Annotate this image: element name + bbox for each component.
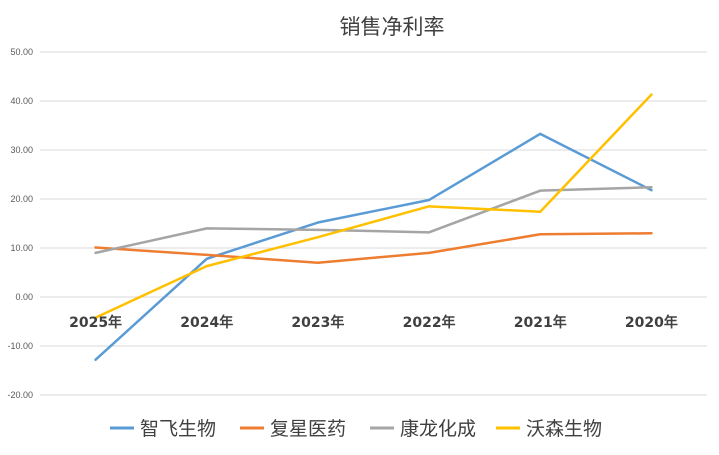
data-point — [94, 251, 97, 255]
data-point — [205, 253, 208, 257]
x-tick-label: 2025年 — [69, 314, 122, 331]
x-tick-label: 2020年 — [625, 314, 678, 331]
data-point — [205, 264, 208, 268]
data-point — [650, 186, 653, 189]
data-point — [427, 231, 431, 234]
legend-label: 康龙化成 — [400, 418, 476, 440]
data-point — [316, 228, 320, 232]
y-tick-label: -20.00 — [7, 390, 33, 400]
data-point — [539, 210, 542, 213]
data-point — [650, 93, 653, 96]
series-line-0 — [94, 132, 653, 361]
data-point — [94, 358, 97, 361]
y-tick-label: 40.00 — [10, 96, 33, 106]
data-point — [539, 132, 542, 136]
data-point — [316, 261, 320, 264]
data-point — [94, 316, 97, 319]
y-tick-label: 0.00 — [15, 292, 33, 302]
series-layer — [94, 93, 653, 361]
data-point — [316, 221, 320, 224]
grid-layer — [40, 51, 707, 396]
data-point — [205, 257, 208, 260]
y-axis-ticks: -20.00 -10.00 0.00 10.00 20.00 30.00 40.00 50.0… — [7, 47, 33, 400]
y-tick-label: 10.00 — [10, 243, 33, 253]
x-axis-ticks: 2025年 2024年 2023年 2022年 2021年 2020年 — [69, 314, 678, 331]
y-tick-label: 20.00 — [10, 194, 33, 204]
x-tick-label: 2024年 — [180, 314, 233, 331]
data-point — [539, 189, 542, 192]
data-point — [539, 233, 542, 236]
legend-label: 沃森生物 — [526, 418, 602, 440]
x-tick-label: 2023年 — [291, 314, 344, 331]
data-point — [650, 188, 653, 192]
data-point — [650, 232, 653, 235]
legend-label: 复星医药 — [270, 418, 346, 440]
data-point — [427, 205, 431, 208]
data-point — [94, 246, 97, 249]
y-tick-label: 50.00 — [10, 47, 33, 57]
chart-title: 销售净利率 — [340, 15, 445, 39]
legend-label: 智飞生物 — [140, 418, 216, 440]
data-point — [427, 251, 431, 255]
legend: 智飞生物 复星医药 康龙化成 沃森生物 — [110, 418, 602, 440]
series-line-2 — [94, 185, 653, 255]
y-tick-label: 30.00 — [10, 145, 33, 155]
x-tick-label: 2021年 — [514, 314, 567, 331]
data-point — [205, 227, 208, 230]
data-point — [427, 198, 431, 202]
series-line-3 — [94, 93, 653, 319]
series-line-1 — [94, 232, 653, 264]
data-point — [316, 236, 320, 239]
x-tick-label: 2022年 — [403, 314, 456, 331]
y-tick-label: -10.00 — [7, 341, 33, 351]
